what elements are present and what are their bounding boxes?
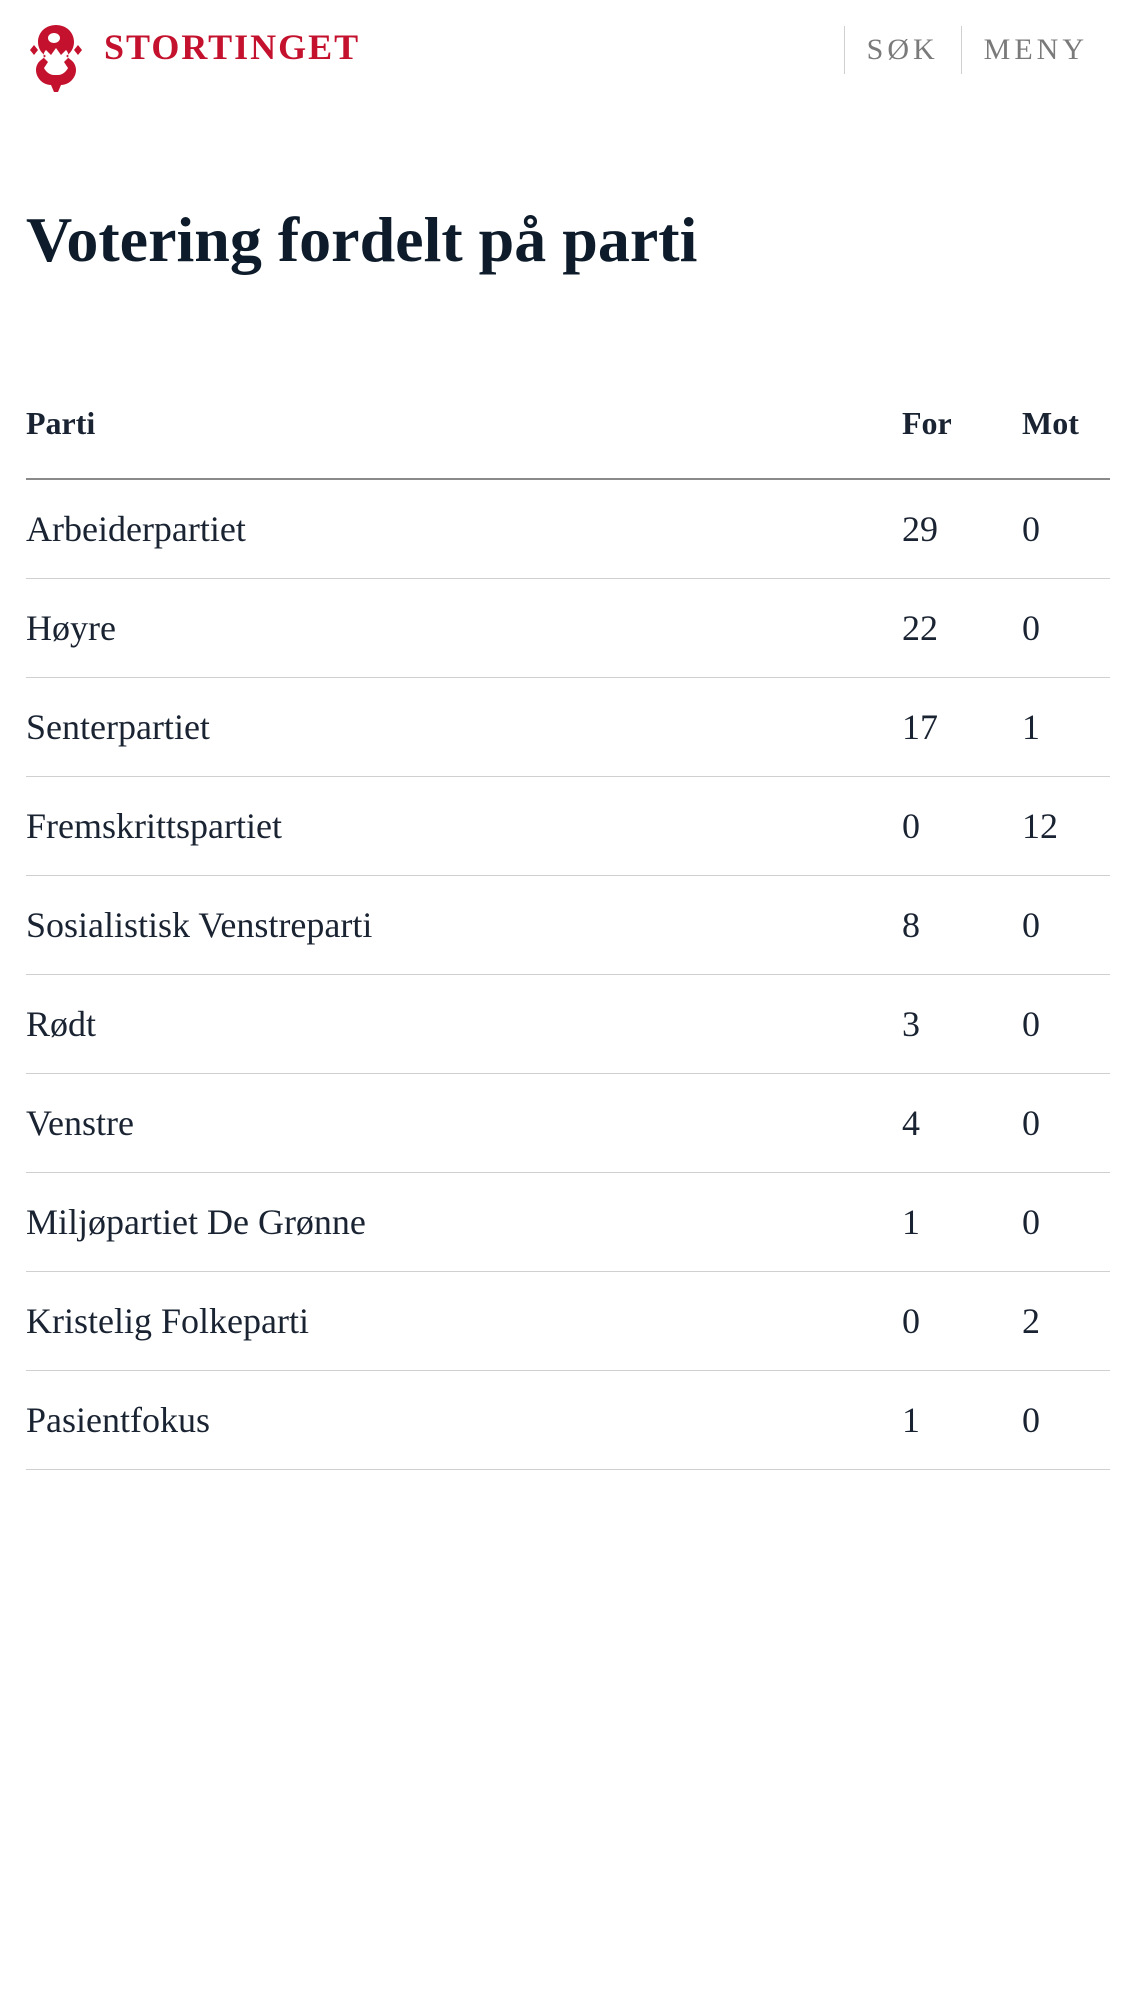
cell-for: 1 — [902, 1399, 1022, 1441]
table-row: Senterpartiet171 — [26, 678, 1110, 777]
cell-for: 0 — [902, 805, 1022, 847]
logo-section[interactable]: STORTINGET — [26, 20, 360, 95]
cell-for: 22 — [902, 607, 1022, 649]
table-row: Kristelig Folkeparti02 — [26, 1272, 1110, 1371]
cell-party: Arbeiderpartiet — [26, 508, 902, 550]
cell-against: 0 — [1022, 607, 1110, 649]
cell-for: 17 — [902, 706, 1022, 748]
table-row: Miljøpartiet De Grønne10 — [26, 1173, 1110, 1272]
search-link[interactable]: SØK — [845, 33, 961, 67]
menu-link[interactable]: MENY — [962, 33, 1110, 67]
cell-against: 0 — [1022, 1003, 1110, 1045]
table-row: Fremskrittspartiet012 — [26, 777, 1110, 876]
table-row: Pasientfokus10 — [26, 1371, 1110, 1470]
table-body: Arbeiderpartiet290Høyre220Senterpartiet1… — [26, 480, 1110, 1470]
cell-party: Sosialistisk Venstreparti — [26, 904, 902, 946]
table-header-row: Parti For Mot — [26, 405, 1110, 480]
main-content: Votering fordelt på parti Parti For Mot … — [0, 115, 1136, 1470]
main-nav: SØK MENY — [844, 26, 1110, 74]
cell-for: 8 — [902, 904, 1022, 946]
cell-against: 2 — [1022, 1300, 1110, 1342]
cell-against: 0 — [1022, 1201, 1110, 1243]
table-row: Sosialistisk Venstreparti80 — [26, 876, 1110, 975]
cell-for: 0 — [902, 1300, 1022, 1342]
cell-party: Pasientfokus — [26, 1399, 902, 1441]
stortinget-lion-icon — [26, 20, 86, 95]
cell-party: Senterpartiet — [26, 706, 902, 748]
page-title: Votering fordelt på parti — [26, 205, 1110, 275]
cell-party: Kristelig Folkeparti — [26, 1300, 902, 1342]
cell-party: Miljøpartiet De Grønne — [26, 1201, 902, 1243]
cell-against: 0 — [1022, 508, 1110, 550]
voting-table: Parti For Mot Arbeiderpartiet290Høyre220… — [26, 405, 1110, 1470]
cell-for: 29 — [902, 508, 1022, 550]
column-header-party: Parti — [26, 405, 902, 442]
cell-against: 0 — [1022, 1399, 1110, 1441]
cell-against: 0 — [1022, 1102, 1110, 1144]
column-header-for: For — [902, 405, 1022, 442]
cell-for: 4 — [902, 1102, 1022, 1144]
cell-against: 1 — [1022, 706, 1110, 748]
cell-party: Venstre — [26, 1102, 902, 1144]
cell-party: Rødt — [26, 1003, 902, 1045]
table-row: Høyre220 — [26, 579, 1110, 678]
site-header: STORTINGET SØK MENY — [0, 0, 1136, 115]
cell-against: 0 — [1022, 904, 1110, 946]
cell-for: 3 — [902, 1003, 1022, 1045]
cell-party: Fremskrittspartiet — [26, 805, 902, 847]
table-row: Venstre40 — [26, 1074, 1110, 1173]
cell-party: Høyre — [26, 607, 902, 649]
table-row: Arbeiderpartiet290 — [26, 480, 1110, 579]
column-header-against: Mot — [1022, 405, 1110, 442]
table-row: Rødt30 — [26, 975, 1110, 1074]
cell-for: 1 — [902, 1201, 1022, 1243]
cell-against: 12 — [1022, 805, 1110, 847]
logo-text: STORTINGET — [104, 26, 360, 68]
